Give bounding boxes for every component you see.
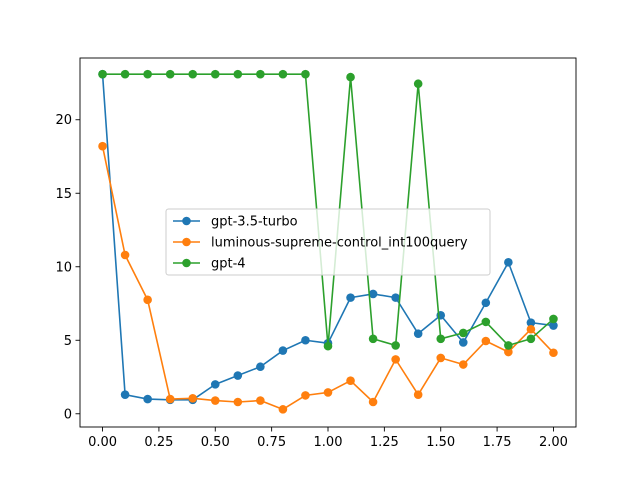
y-tick-label: 20	[55, 113, 72, 128]
data-point	[165, 69, 175, 79]
data-point	[458, 328, 468, 338]
data-point	[165, 394, 175, 404]
data-point	[256, 396, 265, 405]
data-point	[391, 293, 400, 302]
x-tick-label: 0.75	[257, 435, 286, 450]
data-point	[481, 317, 491, 327]
data-point	[143, 295, 152, 305]
data-point	[143, 394, 152, 404]
data-point	[391, 341, 400, 350]
data-point	[413, 390, 423, 399]
data-point	[413, 79, 423, 89]
data-point	[210, 69, 220, 79]
x-tick-label: 2.00	[539, 435, 568, 450]
data-point	[233, 397, 243, 407]
data-point	[481, 298, 491, 308]
data-point	[233, 69, 243, 79]
y-tick-label: 5	[64, 334, 72, 349]
y-tick-label: 0	[64, 407, 72, 422]
data-point	[278, 346, 288, 355]
x-tick-label: 0.25	[144, 435, 173, 450]
data-point	[549, 348, 558, 358]
data-point	[504, 341, 513, 350]
data-point	[504, 258, 513, 267]
data-point	[346, 376, 355, 385]
data-point	[504, 347, 513, 357]
data-point	[413, 329, 423, 338]
data-point	[458, 360, 468, 369]
data-point	[391, 355, 400, 364]
data-point	[526, 334, 536, 344]
y-tick-label: 15	[55, 187, 72, 202]
data-point	[323, 341, 333, 351]
x-tick-label: 0.50	[201, 435, 230, 450]
plot-area	[98, 69, 558, 414]
x-tick-label: 1.25	[370, 435, 399, 450]
legend-marker	[182, 258, 191, 268]
data-point	[436, 334, 446, 344]
legend-label: luminous-supreme-control_int100query	[211, 236, 468, 251]
data-point	[188, 394, 198, 403]
legend: gpt-3.5-turbo luminous-supreme-control_in…	[165, 208, 491, 276]
data-point	[346, 72, 355, 82]
data-point	[368, 289, 378, 299]
data-point	[526, 324, 536, 334]
data-point	[549, 314, 558, 324]
data-point	[210, 380, 220, 389]
data-point	[549, 321, 558, 330]
x-tick-label: 0.00	[88, 435, 117, 450]
legend-marker	[182, 216, 191, 226]
data-point	[346, 293, 355, 302]
data-point	[120, 390, 130, 399]
series-group	[98, 69, 558, 414]
legend-label: gpt-4	[211, 257, 246, 272]
data-point	[278, 69, 288, 79]
data-point	[210, 396, 220, 405]
data-point	[120, 69, 130, 79]
data-point	[278, 405, 288, 414]
data-point	[98, 69, 107, 79]
data-point	[233, 371, 243, 380]
x-tick-label: 1.00	[314, 435, 343, 450]
data-point	[458, 338, 468, 347]
data-point	[301, 335, 310, 345]
data-point	[301, 69, 310, 79]
data-point	[120, 250, 130, 260]
data-point	[98, 141, 107, 151]
data-point	[368, 334, 378, 344]
data-point	[526, 318, 536, 327]
legend-marker	[182, 237, 191, 247]
data-point	[188, 69, 198, 79]
legend-label: gpt-3.5-turbo	[211, 215, 298, 230]
y-tick-label: 10	[55, 260, 72, 275]
x-tick-label: 1.75	[483, 435, 512, 450]
data-point	[436, 353, 446, 363]
legend-box	[165, 208, 491, 276]
axes: 0.00 0.25 0.50 0.75 1.00 1.25 1.50 1.75 2.00 0 5 10…	[55, 57, 577, 450]
x-tick-label: 1.50	[426, 435, 455, 450]
data-point	[256, 69, 265, 79]
data-point	[368, 397, 378, 407]
data-point	[481, 336, 491, 346]
data-point	[323, 388, 333, 397]
data-point	[143, 69, 152, 79]
data-point	[256, 362, 265, 372]
data-point	[301, 391, 310, 400]
